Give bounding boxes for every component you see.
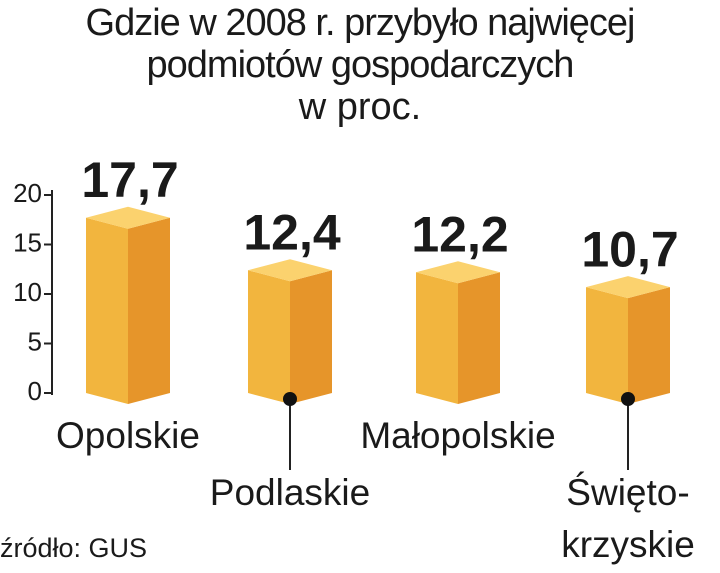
bar-side [290,270,332,404]
value-label: 12,2 [411,206,508,262]
header: Gdzie w 2008 r. przybyło najwięcej podmi… [0,2,720,128]
bar-front [86,217,128,404]
value-label: 10,7 [581,221,678,277]
x-tick-label: Małopolskie [360,415,555,456]
value-label: 12,4 [243,204,341,260]
bar-top [586,276,670,299]
chart-subtitle: w proc. [298,86,422,128]
source: źródło: GUS [0,533,147,563]
bar-front [248,270,290,404]
bar-top [86,206,170,229]
bar [248,259,332,404]
x-tick-label: Opolskie [56,415,200,456]
marker [621,392,635,406]
x-tick-label-line: Święto- [566,471,689,513]
chart-title: Gdzie w 2008 r. przybyło najwięcej podmi… [85,2,636,86]
bar-side [458,272,500,404]
bar-side [628,287,670,404]
bar-top [416,261,500,284]
bar [416,261,500,404]
bar [86,206,170,404]
bar-side [128,217,170,404]
y-tick-label: 10 [13,277,42,307]
y-tick-label: 15 [13,227,42,257]
x-tick-label: Święto-krzyskie [561,471,695,565]
x-tick-label: Podlaskie [210,472,370,513]
bar [586,276,670,404]
bar-top [248,259,332,282]
marker [283,392,297,406]
x-tick-label-line: krzyskie [561,524,695,565]
y-tick-label: 20 [13,178,42,208]
y-tick-label: 5 [28,326,42,356]
bar-front [586,287,628,404]
y-tick-label: 0 [28,376,42,406]
value-label: 17,7 [81,152,178,208]
bar-front [416,272,458,404]
